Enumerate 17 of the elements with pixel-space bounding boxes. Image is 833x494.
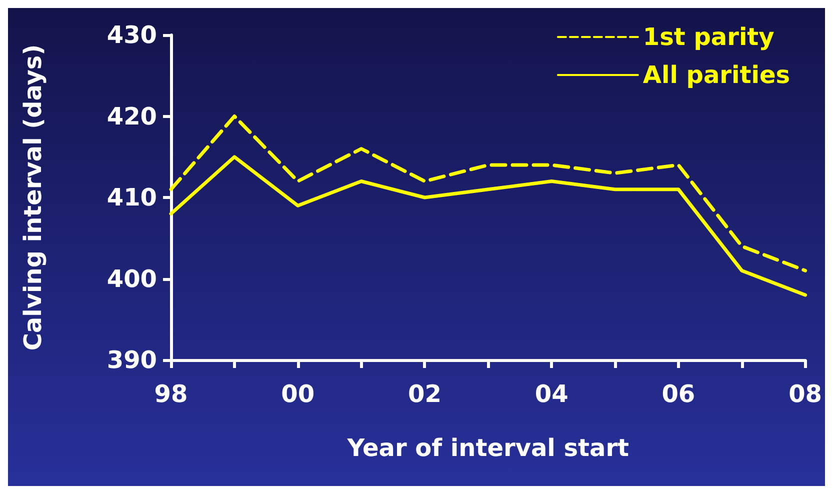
y-tick-label: 390 — [106, 346, 157, 374]
x-tick-label: 98 — [154, 380, 188, 408]
y-tick-label: 410 — [106, 184, 157, 212]
x-tick-label: 04 — [534, 380, 568, 408]
legend-label: 1st parity — [642, 23, 775, 51]
x-tick-label: 00 — [281, 380, 315, 408]
y-tick-label: 400 — [106, 264, 157, 293]
x-tick-label: 08 — [788, 380, 822, 408]
x-tick-label: 02 — [408, 380, 442, 408]
y-tick-label: 420 — [106, 102, 157, 130]
line-series — [169, 155, 808, 297]
x-tick-label: 06 — [662, 380, 696, 408]
line-series — [169, 114, 808, 272]
legend-label: All parities — [642, 61, 790, 89]
x-axis-title: Year of interval start — [346, 434, 630, 462]
y-tick-label: 430 — [106, 21, 157, 49]
y-axis-title: Calving interval (days) — [19, 44, 47, 351]
